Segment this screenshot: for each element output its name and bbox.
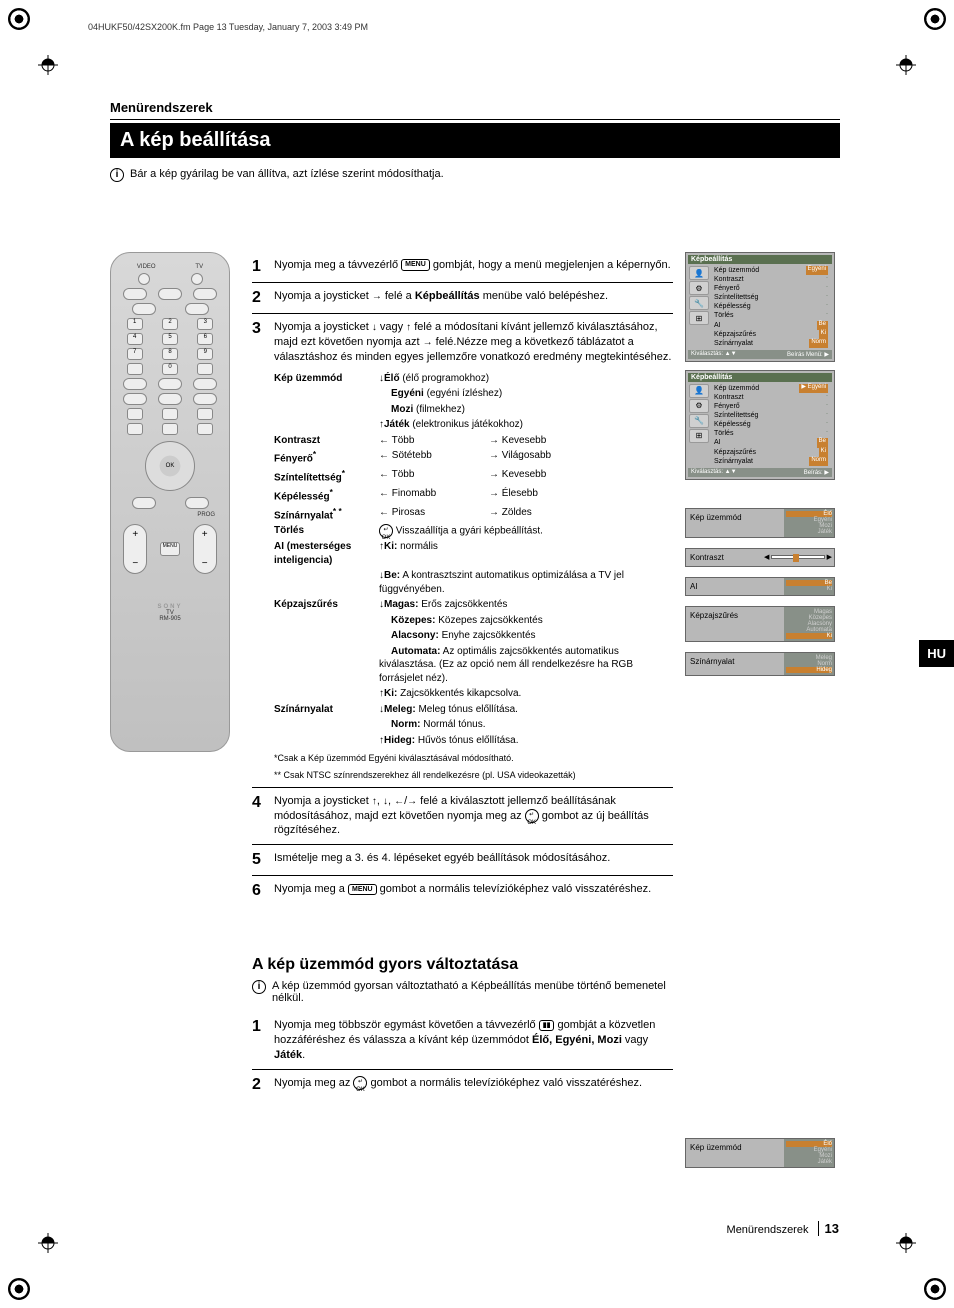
crop-mark-icon	[896, 1233, 916, 1253]
osd-menu: Képbeállítás👤⚙🔧⊞Kép üzemmód EgyéniKontra…	[685, 252, 835, 362]
crop-mark-icon	[38, 1233, 58, 1253]
step: 5Ismételje meg a 3. és 4. lépéseket egyé…	[252, 845, 673, 876]
step: 2Nyomja a joysticket → felé a Képbeállít…	[252, 283, 673, 314]
step: 4Nyomja a joysticket ↑, ↓, ←/→ felé a ki…	[252, 788, 673, 846]
crop-circle-icon	[8, 8, 30, 30]
osd-popup: Kép üzemmódÉlőEgyéniMoziJáték	[685, 1138, 835, 1168]
section-label: Menürendszerek	[110, 100, 840, 120]
sidebar-osd-panels: Képbeállítás👤⚙🔧⊞Kép üzemmód EgyéniKontra…	[685, 252, 840, 1100]
crop-circle-icon	[924, 1278, 946, 1300]
sub-intro: A kép üzemmód gyorsan változtatható a Ké…	[272, 980, 673, 1004]
step: 1Nyomja meg a távvezérlő MENU gombját, h…	[252, 252, 673, 283]
osd-popup: AIBeKi	[685, 577, 835, 596]
page-header: 04HUKF50/42SX200K.fm Page 13 Tuesday, Ja…	[88, 22, 368, 32]
sub-heading: A kép üzemmód gyors változtatása	[252, 956, 673, 974]
osd-popup: Kép üzemmódÉlőEgyéniMoziJáték	[685, 508, 835, 538]
step: 3Nyomja a joysticket ↓ vagy ↑ felé a mód…	[252, 314, 673, 788]
osd-popup: Kontraszt◀▶	[685, 548, 835, 567]
info-icon: i	[252, 980, 266, 994]
remote-control-illustration: VIDEOTV 123 456 789 0 OK PROG +− MENU +−…	[110, 252, 230, 752]
step: 6Nyomja meg a MENU gombot a normális tel…	[252, 876, 673, 906]
language-tab: HU	[919, 640, 954, 667]
crop-circle-icon	[924, 8, 946, 30]
crop-mark-icon	[896, 55, 916, 75]
steps-list: 1Nyomja meg a távvezérlő MENU gombját, h…	[252, 252, 673, 1100]
osd-popup: SzínárnyalatMelegNormHideg	[685, 652, 835, 676]
page-footer: Menürendszerek 13	[727, 1221, 839, 1236]
osd-menu: Képbeállítás👤⚙🔧⊞Kép üzemmód▶ EgyéniKontr…	[685, 370, 835, 480]
page-title: A kép beállítása	[110, 123, 840, 158]
info-icon: i	[110, 168, 124, 182]
joystick-icon: OK	[145, 441, 195, 491]
crop-circle-icon	[8, 1278, 30, 1300]
intro-text: Bár a kép gyárilag be van állítva, azt í…	[130, 168, 444, 180]
osd-popup: KépzajszűrésMagasKözepesAlacsonyAutomata…	[685, 606, 835, 642]
crop-mark-icon	[38, 55, 58, 75]
